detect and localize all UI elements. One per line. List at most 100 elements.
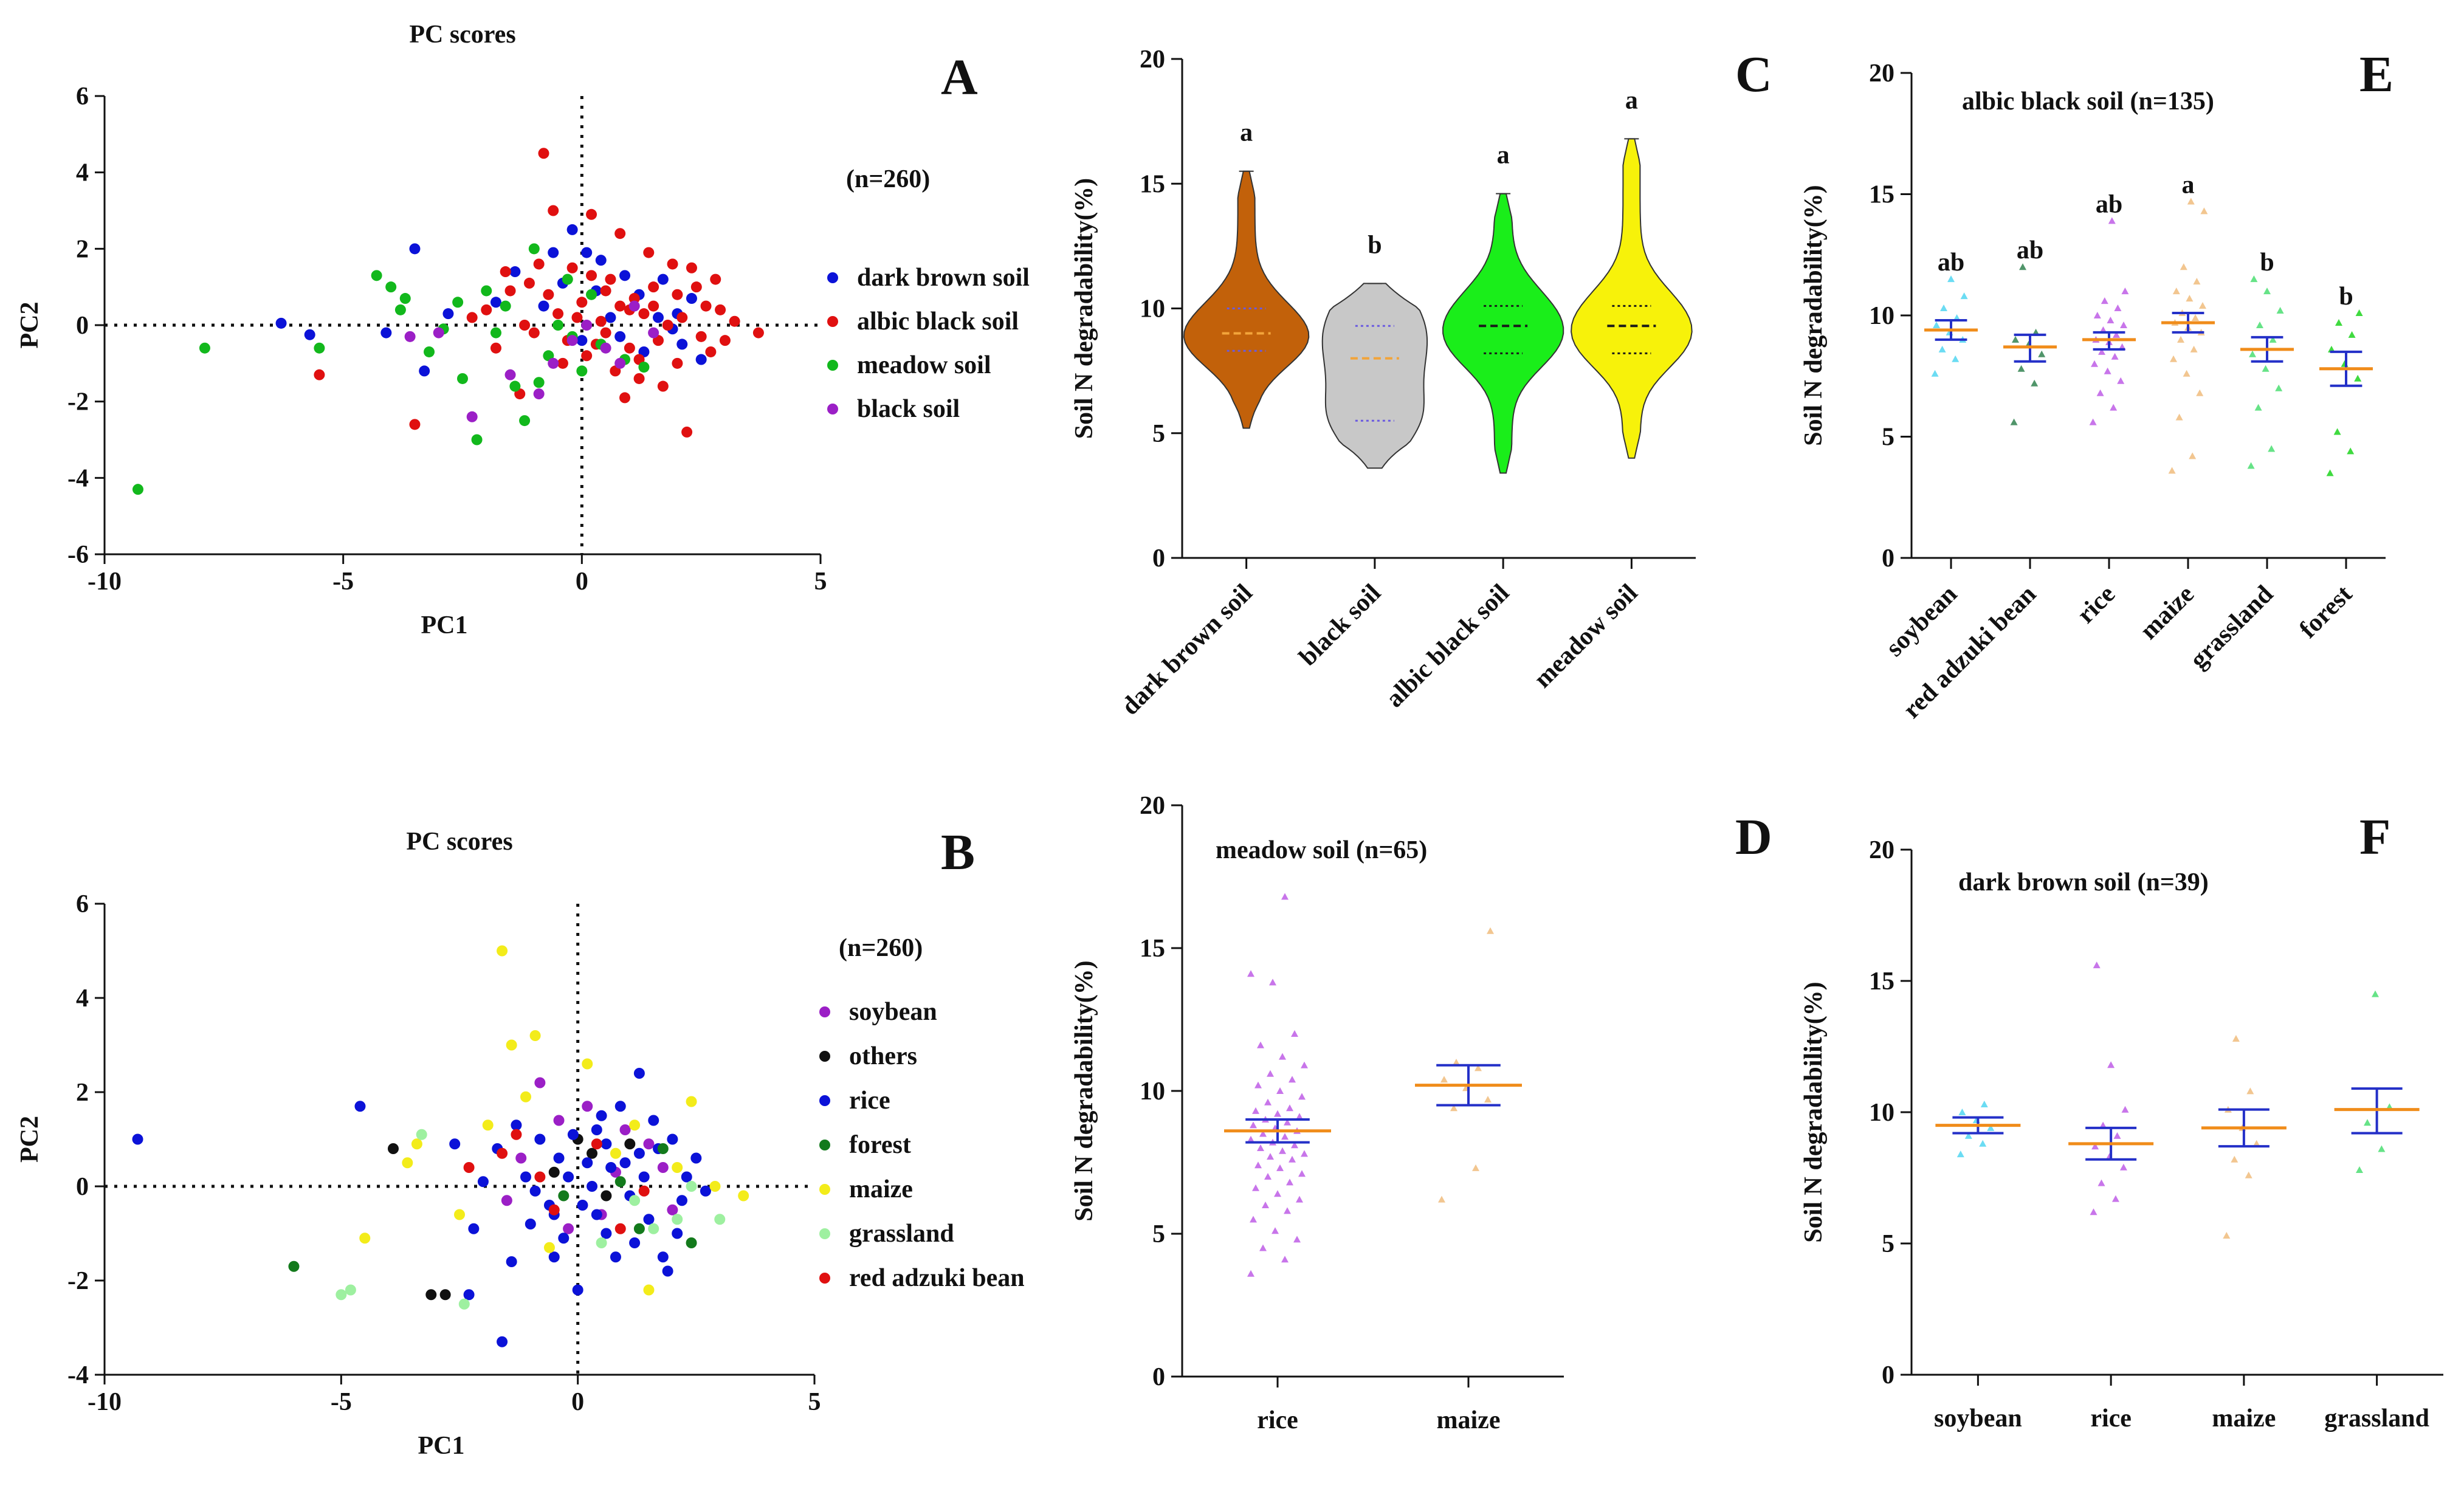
- data-point-rice: [2111, 352, 2119, 360]
- point-black-soil: [548, 357, 559, 369]
- panel-f: 0 5 10 15 20 Soil N degradability(%) dark brow…: [1800, 836, 2443, 1432]
- y-tick-label: 10: [1140, 295, 1165, 323]
- point-black-soil: [614, 357, 626, 369]
- point-grassland: [714, 1214, 726, 1225]
- y-tick-label: 6: [76, 83, 89, 111]
- data-point-soybean: [1947, 275, 1955, 283]
- point-grassland: [345, 1284, 356, 1296]
- point-dark-brown-soil: [619, 270, 631, 281]
- y-tick-label: 15: [1140, 170, 1165, 198]
- data-point-rice: [1289, 1155, 1296, 1163]
- point-meadow-soil: [457, 373, 468, 384]
- chart-title: dark brown soil (n=39): [1958, 868, 2209, 896]
- point-rice: [563, 1171, 574, 1183]
- y-tick-label: 20: [1869, 836, 1894, 864]
- legend-label-maize: maize: [849, 1175, 913, 1203]
- data-point-soybean: [1980, 1101, 1988, 1107]
- data-point-maize: [2187, 198, 2195, 205]
- point-albic-black-soil: [543, 289, 554, 300]
- data-point-rice: [2121, 287, 2129, 295]
- data-point-grassland: [2378, 1145, 2386, 1152]
- point-black-soil: [504, 369, 516, 380]
- data-point-rice: [1291, 1141, 1298, 1149]
- legend-label-dark-brown-soil: dark brown soil: [857, 264, 1030, 292]
- point-soybean: [657, 1162, 669, 1173]
- data-point-rice: [2113, 1132, 2121, 1139]
- point-rice: [610, 1251, 621, 1263]
- point-rice: [558, 1233, 570, 1244]
- data-point-maize: [2168, 467, 2176, 474]
- point-albic-black-soil: [528, 327, 540, 339]
- data-point-rice: [2104, 367, 2111, 374]
- point-albic-black-soil: [586, 270, 597, 281]
- y-tick-label: -6: [67, 541, 89, 569]
- point-meadow-soil: [371, 270, 382, 281]
- significance-letter: ab: [2017, 236, 2043, 264]
- point-maize: [629, 1119, 641, 1131]
- point-grassland: [416, 1129, 427, 1140]
- y-axis-title: Soil N degradability(%): [1070, 960, 1098, 1221]
- data-point-rice: [1284, 1207, 1291, 1214]
- data-point-maize: [2170, 355, 2177, 362]
- data-point-maize: [2232, 1035, 2240, 1042]
- data-point-forest: [2355, 309, 2363, 316]
- point-forest: [614, 1176, 626, 1188]
- data-point-soybean: [1952, 355, 1960, 362]
- point-maize: [643, 1284, 655, 1296]
- data-point-red-adzuki-bean: [2031, 379, 2039, 387]
- point-others: [624, 1138, 636, 1150]
- point-dark-brown-soil: [509, 266, 521, 278]
- point-rice: [553, 1152, 565, 1164]
- point-forest: [686, 1237, 697, 1248]
- x-tick-label: rice: [2090, 1405, 2132, 1432]
- point-albic-black-soil: [686, 262, 697, 273]
- data-point-rice: [2093, 312, 2101, 318]
- data-point-rice: [2121, 1106, 2129, 1113]
- point-black-soil: [466, 411, 478, 422]
- point-albic-black-soil: [657, 380, 669, 392]
- panel-c: 0 5 10 15 20 Soil N degradability(%) dark brow…: [1070, 46, 1696, 721]
- panel-e: 0 5 10 15 20 Soil N degradability(%) albic bla…: [1800, 60, 2386, 724]
- point-albic-black-soil: [729, 315, 740, 327]
- point-albic-black-soil: [538, 148, 549, 159]
- point-soybean: [563, 1223, 574, 1234]
- data-point-rice: [2098, 348, 2105, 355]
- data-point-rice: [1281, 1256, 1289, 1263]
- data-point-rice: [1276, 1164, 1284, 1171]
- significance-letter: ab: [2096, 190, 2122, 218]
- y-tick-label: 4: [76, 159, 89, 187]
- significance-letter: a: [1240, 119, 1253, 147]
- legend-marker-rice: [819, 1095, 830, 1106]
- y-tick-label: 5: [1882, 424, 1894, 452]
- n-label: (n=260): [839, 934, 923, 962]
- data-point-rice: [1272, 1227, 1279, 1234]
- chart-title: albic black soil (n=135): [1962, 88, 2214, 115]
- point-dark-brown-soil: [686, 293, 697, 304]
- data-point-maize: [2190, 345, 2198, 352]
- point-rice: [587, 1181, 598, 1192]
- data-point-rice: [2111, 1195, 2119, 1202]
- violin-body-albic-black-soil: [1442, 193, 1564, 474]
- data-point-rice: [2091, 360, 2098, 367]
- point-meadow-soil: [314, 342, 325, 354]
- point-meadow-soil: [399, 293, 411, 304]
- point-rice: [506, 1256, 517, 1267]
- point-black-soil: [566, 335, 578, 346]
- point-albic-black-soil: [648, 300, 659, 312]
- point-rice: [572, 1284, 583, 1296]
- legend-label-black-soil: black soil: [857, 395, 960, 423]
- point-maize: [610, 1147, 621, 1159]
- point-others: [387, 1143, 399, 1154]
- point-meadow-soil: [394, 304, 406, 315]
- point-albic-black-soil: [667, 258, 678, 270]
- panel-b: PC scores -10 -5 0 5 6 4 2 0 -2 -4 PC1 PC2 (n=260) soy…: [16, 828, 1025, 1460]
- point-dark-brown-soil: [695, 354, 707, 365]
- y-axis-title: Soil N degradability(%): [1800, 982, 1828, 1242]
- point-rice: [638, 1171, 650, 1183]
- data-point-soybean: [1960, 292, 1968, 300]
- point-grassland: [336, 1289, 347, 1301]
- point-black-soil: [433, 327, 444, 339]
- x-tick-label: rice: [1257, 1406, 1298, 1434]
- point-black-soil: [581, 320, 593, 331]
- data-point-rice: [1298, 1170, 1306, 1177]
